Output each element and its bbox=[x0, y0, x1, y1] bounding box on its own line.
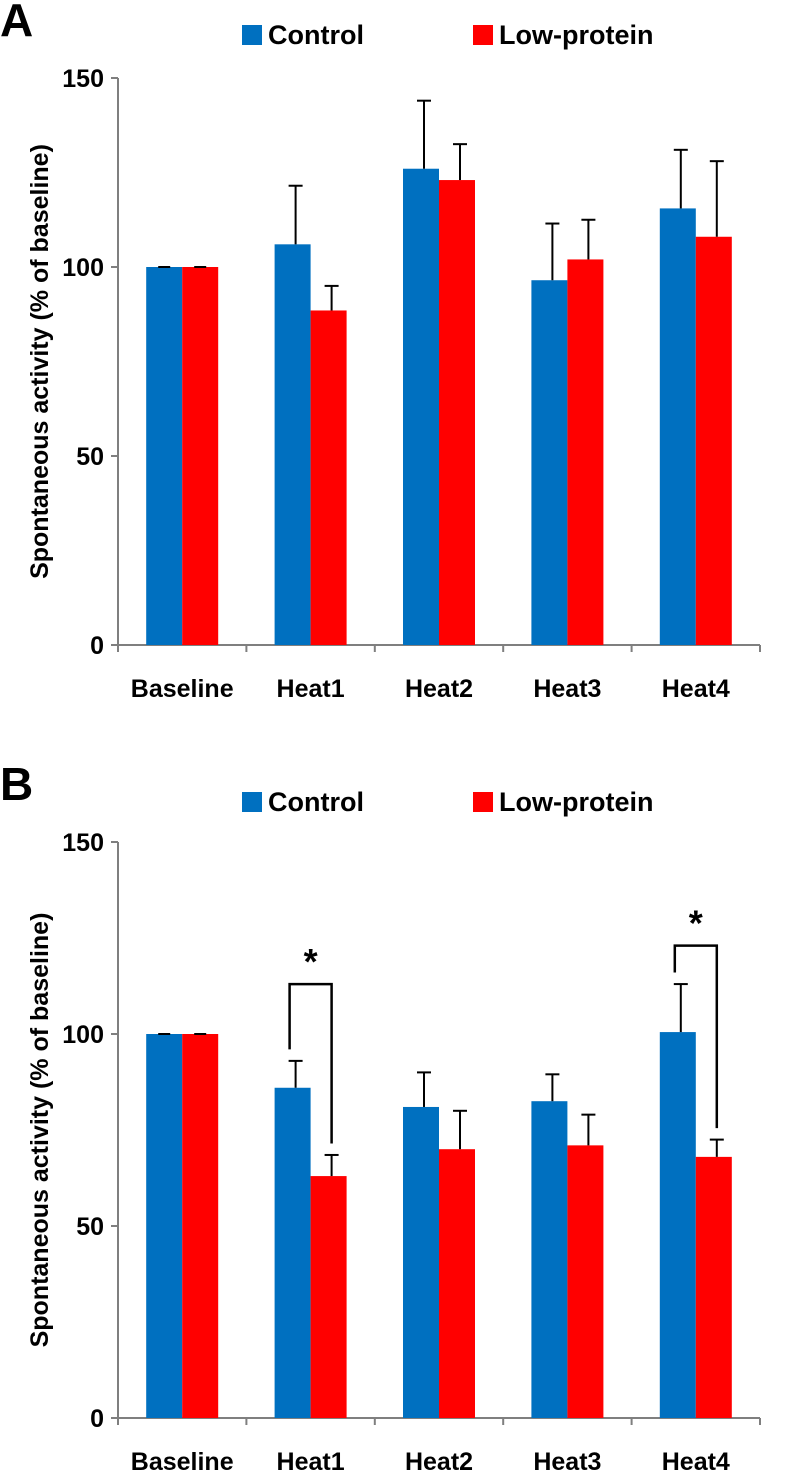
y-tick-label: 0 bbox=[90, 1405, 104, 1433]
bar-low-protein-heat4 bbox=[695, 236, 732, 645]
legend-swatch-control bbox=[242, 792, 262, 812]
panel-a: A Control Low-protein Spontaneous activity … bbox=[0, 0, 761, 703]
y-axis-label: Spontaneous activity (% of baseline) bbox=[26, 144, 54, 579]
y-tick-label: 0 bbox=[90, 632, 104, 660]
bar-control-heat4 bbox=[659, 1032, 696, 1418]
bar-control-heat2 bbox=[403, 1106, 439, 1418]
bar-control-baseline bbox=[146, 1034, 183, 1418]
legend-label-control: Control bbox=[268, 20, 364, 50]
significance-asterisk-heat1: * bbox=[304, 941, 318, 982]
x-tick-label-baseline: Baseline bbox=[131, 675, 234, 703]
bar-control-heat1 bbox=[274, 244, 311, 645]
panel-b: B Control Low-protein Spontaneous activity … bbox=[0, 758, 761, 1472]
y-tick-label: 50 bbox=[76, 1213, 104, 1241]
bar-low-protein-baseline bbox=[182, 267, 219, 645]
bar-low-protein-baseline bbox=[182, 1034, 219, 1418]
y-tick-label: 150 bbox=[62, 65, 104, 93]
bar-control-heat2 bbox=[403, 168, 439, 645]
x-tick-label-heat4: Heat4 bbox=[662, 675, 730, 703]
bar-control-heat4 bbox=[659, 208, 696, 645]
bar-control-heat3 bbox=[531, 1101, 568, 1418]
bar-control-baseline bbox=[146, 267, 183, 645]
significance-bracket-heat1 bbox=[288, 982, 333, 1144]
y-axis-label: Spontaneous activity (% of baseline) bbox=[26, 913, 54, 1348]
legend-label-low-protein: Low-protein bbox=[499, 20, 653, 50]
legend-swatch-low-protein bbox=[473, 792, 493, 812]
significance-asterisk-heat4: * bbox=[689, 903, 703, 944]
x-tick-label-heat1: Heat1 bbox=[277, 675, 345, 703]
legend-swatch-low-protein bbox=[473, 25, 493, 45]
panel-label: B bbox=[0, 758, 33, 810]
bar-low-protein-heat2 bbox=[439, 180, 475, 645]
x-tick-label-heat2: Heat2 bbox=[405, 1448, 473, 1472]
bar-low-protein-heat2 bbox=[439, 1149, 475, 1418]
bar-control-heat3 bbox=[531, 280, 568, 645]
x-tick-label-heat2: Heat2 bbox=[405, 675, 473, 703]
x-tick-label-heat3: Heat3 bbox=[533, 675, 601, 703]
bar-low-protein-heat3 bbox=[567, 1145, 604, 1418]
bar-low-protein-heat4 bbox=[695, 1156, 732, 1418]
x-tick-label-heat3: Heat3 bbox=[533, 1448, 601, 1472]
y-tick-label: 150 bbox=[62, 829, 104, 857]
legend-label-control: Control bbox=[268, 787, 364, 817]
x-tick-label-heat1: Heat1 bbox=[277, 1448, 345, 1472]
panel-label: A bbox=[0, 0, 33, 46]
y-tick-label: 100 bbox=[62, 254, 104, 282]
y-tick-label: 50 bbox=[76, 443, 104, 471]
legend-label-low-protein: Low-protein bbox=[499, 787, 653, 817]
significance-bracket-heat4 bbox=[673, 944, 719, 1129]
bar-control-heat1 bbox=[274, 1087, 311, 1418]
bar-low-protein-heat1 bbox=[310, 1176, 347, 1418]
bar-low-protein-heat1 bbox=[310, 310, 347, 645]
x-tick-label-heat4: Heat4 bbox=[662, 1448, 730, 1472]
x-tick-label-baseline: Baseline bbox=[131, 1448, 234, 1472]
bar-low-protein-heat3 bbox=[567, 259, 604, 645]
y-tick-label: 100 bbox=[62, 1021, 104, 1049]
legend-swatch-control bbox=[242, 25, 262, 45]
